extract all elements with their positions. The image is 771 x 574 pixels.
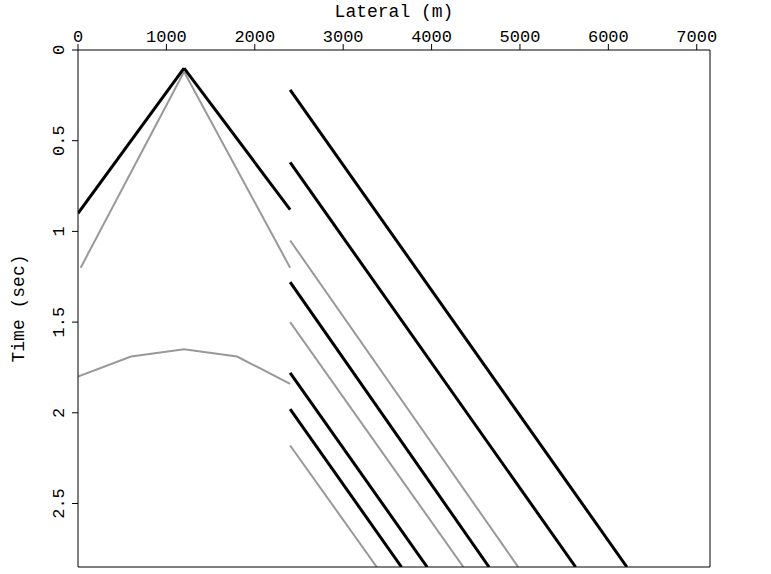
svg-text:3000: 3000 xyxy=(323,28,364,47)
svg-text:Lateral (m): Lateral (m) xyxy=(335,2,454,22)
svg-text:2.5: 2.5 xyxy=(50,488,69,519)
svg-text:0: 0 xyxy=(73,28,83,47)
svg-text:7000: 7000 xyxy=(676,28,717,47)
svg-text:0: 0 xyxy=(50,45,69,55)
svg-text:4000: 4000 xyxy=(411,28,452,47)
svg-text:6000: 6000 xyxy=(588,28,629,47)
svg-text:1000: 1000 xyxy=(146,28,187,47)
svg-text:1.5: 1.5 xyxy=(50,307,69,338)
svg-text:0.5: 0.5 xyxy=(50,125,69,156)
svg-text:Time (sec): Time (sec) xyxy=(9,254,29,362)
svg-text:2: 2 xyxy=(50,408,69,418)
svg-text:1: 1 xyxy=(50,226,69,236)
svg-text:2000: 2000 xyxy=(234,28,275,47)
svg-text:5000: 5000 xyxy=(500,28,541,47)
